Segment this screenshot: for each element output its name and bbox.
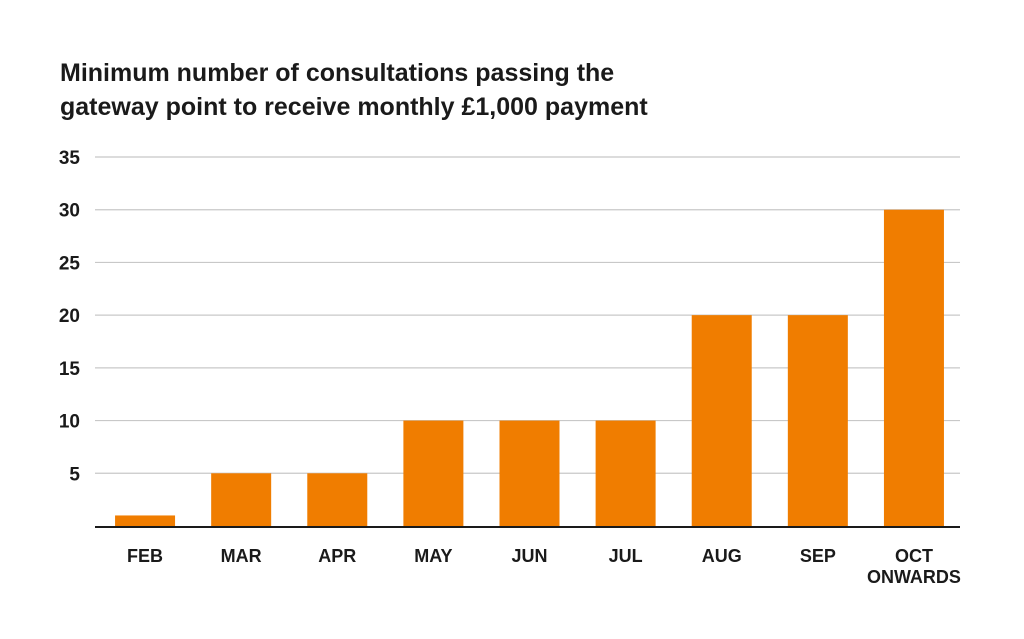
- x-category-label-line: JUL: [609, 546, 643, 566]
- x-category-label: SEP: [800, 546, 836, 566]
- bar: [499, 420, 560, 526]
- x-category-label-line: MAR: [221, 546, 262, 566]
- bar: [595, 420, 656, 526]
- x-category-label: JUL: [609, 546, 643, 566]
- x-category-label-line: JUN: [511, 546, 547, 566]
- bar: [211, 473, 272, 526]
- chart-title-line-1: Minimum number of consultations passing …: [60, 59, 615, 87]
- bar: [115, 515, 176, 526]
- x-category-label-line: ONWARDS: [867, 567, 961, 587]
- y-tick-label: 25: [59, 253, 81, 274]
- y-tick-label: 10: [59, 412, 80, 433]
- x-category-label-line: OCT: [895, 546, 933, 566]
- bar: [787, 315, 848, 526]
- bars: [115, 209, 944, 526]
- y-tick-label: 35: [59, 148, 81, 169]
- x-category-label-line: APR: [318, 546, 356, 566]
- x-category-label: APR: [318, 546, 356, 566]
- x-category-labels: FEB MAR APR MAY JUN JUL AUG SEP OCT ONWARDS: [127, 546, 961, 587]
- x-category-label-line: AUG: [702, 546, 742, 566]
- bar: [691, 315, 752, 526]
- chart-title: Minimum number of consultations passing …: [60, 56, 648, 124]
- x-category-label-line: FEB: [127, 546, 163, 566]
- bar: [403, 420, 464, 526]
- bar: [883, 209, 944, 526]
- x-category-label: JUN: [511, 546, 547, 566]
- x-category-label: MAY: [414, 546, 452, 566]
- y-tick-label: 30: [59, 201, 80, 222]
- x-category-label: FEB: [127, 546, 163, 566]
- x-category-label: MAR: [221, 546, 262, 566]
- y-tick-label: 20: [59, 306, 80, 327]
- x-category-label: OCT ONWARDS: [867, 546, 961, 587]
- y-tick-label: 5: [69, 464, 80, 485]
- x-category-label: AUG: [702, 546, 742, 566]
- chart-title-line-2: gateway point to receive monthly £1,000 …: [60, 93, 648, 121]
- x-category-label-line: MAY: [414, 546, 452, 566]
- bar: [307, 473, 368, 526]
- y-tick-label: 15: [59, 359, 81, 380]
- x-category-label-line: SEP: [800, 546, 836, 566]
- y-tick-labels: 5 10 15 20 25 30 35: [59, 148, 81, 485]
